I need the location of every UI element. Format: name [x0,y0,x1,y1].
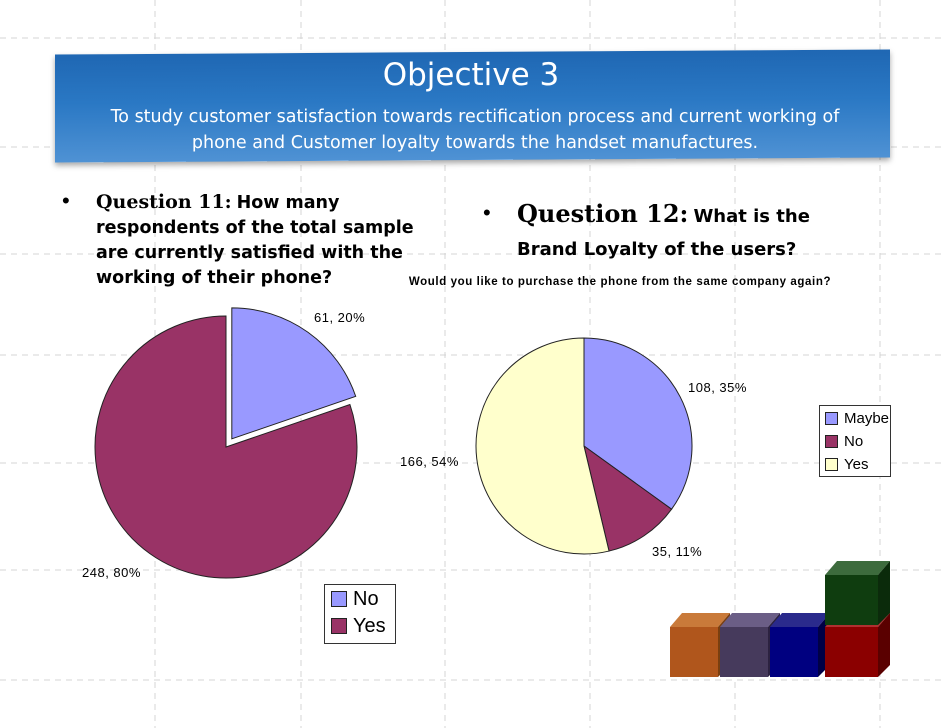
legend-item-yes-2: Yes [825,453,890,475]
legend-chart-1: No Yes [324,584,396,644]
legend-swatch-yes-2 [825,457,838,471]
legend-label-yes-2: Yes [844,455,869,473]
legend-label-no-2: No [844,432,864,450]
legend-swatch-yes [331,618,347,634]
data-label-no: 61, 20% [314,310,365,325]
legend-item-no: No [331,586,395,612]
bullet-question-12: • [483,200,491,225]
cube-navy [770,613,830,677]
bullet-question-11: • [62,188,70,213]
data-label-yes: 166, 54% [400,454,459,469]
question-12-text: What is the Brand Loyalty of the users? [517,206,810,260]
legend-label-no: No [353,587,379,610]
question-12-heading: Question 12: [517,199,689,228]
cube-green [825,561,890,625]
pie-slice-maybe [583,337,693,510]
legend-swatch-no-2 [825,434,838,448]
chart-2-title: Would you like to purchase the phone fro… [408,276,832,288]
data-label-maybe: 108, 35% [688,380,747,395]
legend-swatch-no [331,591,347,607]
legend-item-no-2: No [825,430,890,452]
pie-slice-no [231,307,357,440]
decorative-cubes-illustration [670,561,890,677]
pie-slice-yes [94,315,358,579]
slide-subtitle: To study customer satisfaction towards r… [110,107,840,153]
legend-item-yes: Yes [331,613,395,639]
question-11: Question 11: How many respondents of the… [96,190,426,290]
legend-chart-2: Maybe No Yes [819,405,891,477]
data-label-no: 35, 11% [652,544,702,559]
pie-slice-yes [475,337,610,555]
legend-swatch-maybe [825,411,838,425]
legend-label-maybe: Maybe [844,409,890,427]
slide-title: Objective 3 [382,57,560,93]
question-11-text: How many respondents of the total sample… [96,193,414,288]
legend-label-yes: Yes [353,614,386,637]
pie-slice-no [583,444,673,552]
question-11-heading: Question 11: [96,191,232,213]
legend-item-maybe: Maybe [825,407,890,429]
data-label-yes: 248, 80% [82,565,141,580]
question-12: Question 12: What is the Brand Loyalty o… [517,198,847,266]
